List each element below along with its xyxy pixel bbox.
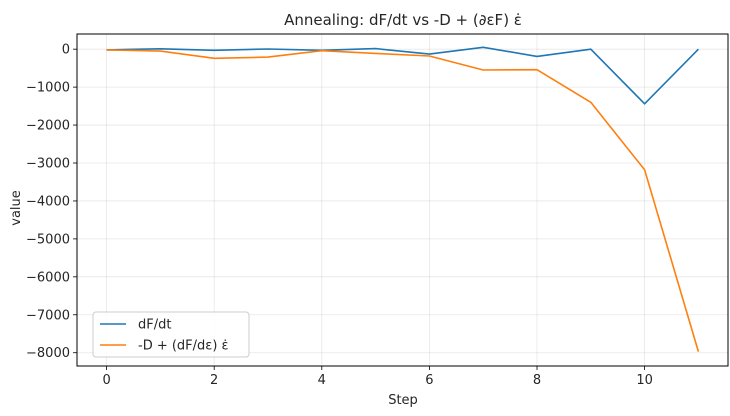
- x-tick-label: 0: [102, 373, 110, 388]
- plot-frame: [76, 33, 729, 367]
- y-tick-label: −2000: [26, 119, 70, 134]
- x-tick-label: 6: [425, 373, 433, 388]
- x-tick-label: 2: [210, 373, 218, 388]
- series-line-0: [106, 46, 699, 105]
- grid-lines: [77, 34, 728, 366]
- x-axis-label: Step: [388, 393, 418, 408]
- chart-title: Annealing: dF/dt vs -D + (∂εF) ε̇: [284, 11, 522, 29]
- y-tick-label: −1000: [26, 81, 70, 96]
- x-tick-label: 8: [533, 373, 541, 388]
- y-tick-label: −4000: [26, 194, 70, 209]
- plot-series: [106, 46, 700, 352]
- y-tick-label: −3000: [26, 157, 70, 172]
- x-tick-label: 4: [318, 373, 326, 388]
- series-line-1: [106, 49, 700, 352]
- y-tick-label: −8000: [26, 346, 70, 361]
- axis-ticks: 0 2 4 6 8 10 0 −1000 −2000 −3000 −4000 −5000 −6000 −7…: [26, 43, 653, 388]
- x-tick-label: 10: [636, 373, 653, 388]
- legend-label-1: -D + (dF/dε) ε̇: [138, 339, 229, 354]
- legend: dF/dt -D + (dF/dε) ε̇: [92, 311, 250, 358]
- y-axis-label: value: [9, 190, 24, 226]
- y-tick-label: 0: [62, 43, 70, 58]
- y-tick-label: −5000: [26, 232, 70, 247]
- legend-box: [92, 311, 250, 358]
- y-tick-label: −6000: [26, 270, 70, 285]
- legend-label-0: dF/dt: [138, 318, 171, 333]
- y-tick-label: −7000: [26, 308, 70, 323]
